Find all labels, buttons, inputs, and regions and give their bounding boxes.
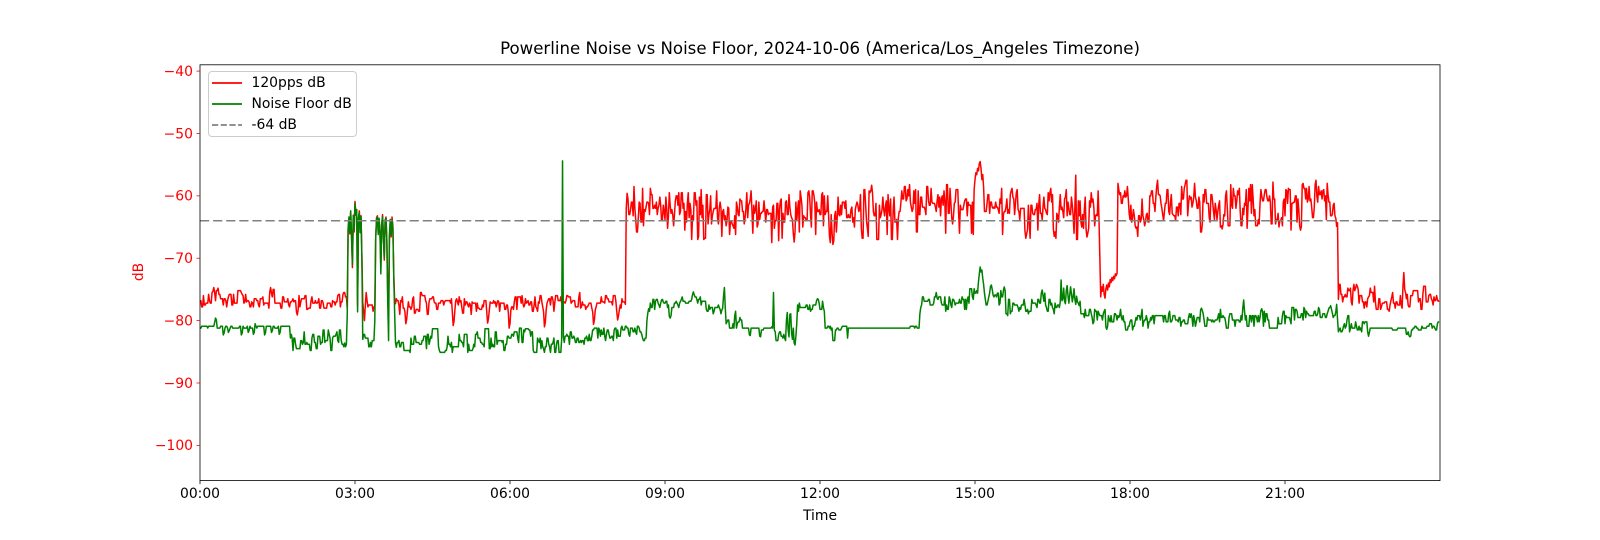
legend: 120pps dB Noise Floor dB -64 dB bbox=[207, 71, 357, 138]
series-line-noise-floor bbox=[200, 160, 1440, 354]
x-tick-label-15:00: 15:00 bbox=[955, 486, 995, 502]
legend-label-threshold: -64 dB bbox=[251, 116, 297, 133]
legend-item-120pps: 120pps dB bbox=[211, 73, 356, 94]
legend-line-sample-red bbox=[211, 82, 242, 85]
x-tick-label-03:00: 03:00 bbox=[335, 486, 375, 502]
series-line-120pps bbox=[199, 160, 1440, 329]
x-tick-label-12:00: 12:00 bbox=[800, 486, 840, 502]
legend-item-threshold: -64 dB bbox=[211, 115, 356, 136]
legend-label-120pps: 120pps dB bbox=[251, 75, 326, 92]
chart-title: Powerline Noise vs Noise Floor, 2024-10-… bbox=[500, 39, 1140, 58]
legend-item-noise-floor: Noise Floor dB bbox=[211, 94, 356, 115]
x-tick-label-21:00: 21:00 bbox=[1265, 486, 1305, 502]
y-tick-label--100: −100 bbox=[155, 438, 193, 454]
y-tick-label--50: −50 bbox=[164, 126, 193, 142]
y-tick-label--40: −40 bbox=[164, 64, 193, 80]
legend-line-sample-dashed bbox=[211, 124, 242, 126]
legend-label-noise-floor: Noise Floor dB bbox=[251, 96, 352, 113]
x-tick-label-09:00: 09:00 bbox=[645, 486, 685, 502]
y-tick-label--70: −70 bbox=[164, 251, 193, 267]
x-tick-label-06:00: 06:00 bbox=[490, 486, 530, 502]
axes-spines bbox=[199, 64, 1441, 481]
y-axis-label: dB bbox=[131, 262, 147, 282]
legend-line-sample-green bbox=[211, 103, 242, 106]
x-axis-label: Time bbox=[803, 508, 837, 524]
x-tick-label-18:00: 18:00 bbox=[1110, 486, 1150, 502]
y-tick-label--90: −90 bbox=[164, 376, 193, 392]
y-tick-label--60: −60 bbox=[164, 189, 193, 205]
y-tick-label--80: −80 bbox=[164, 313, 193, 329]
x-tick-label-00:00: 00:00 bbox=[180, 486, 220, 502]
